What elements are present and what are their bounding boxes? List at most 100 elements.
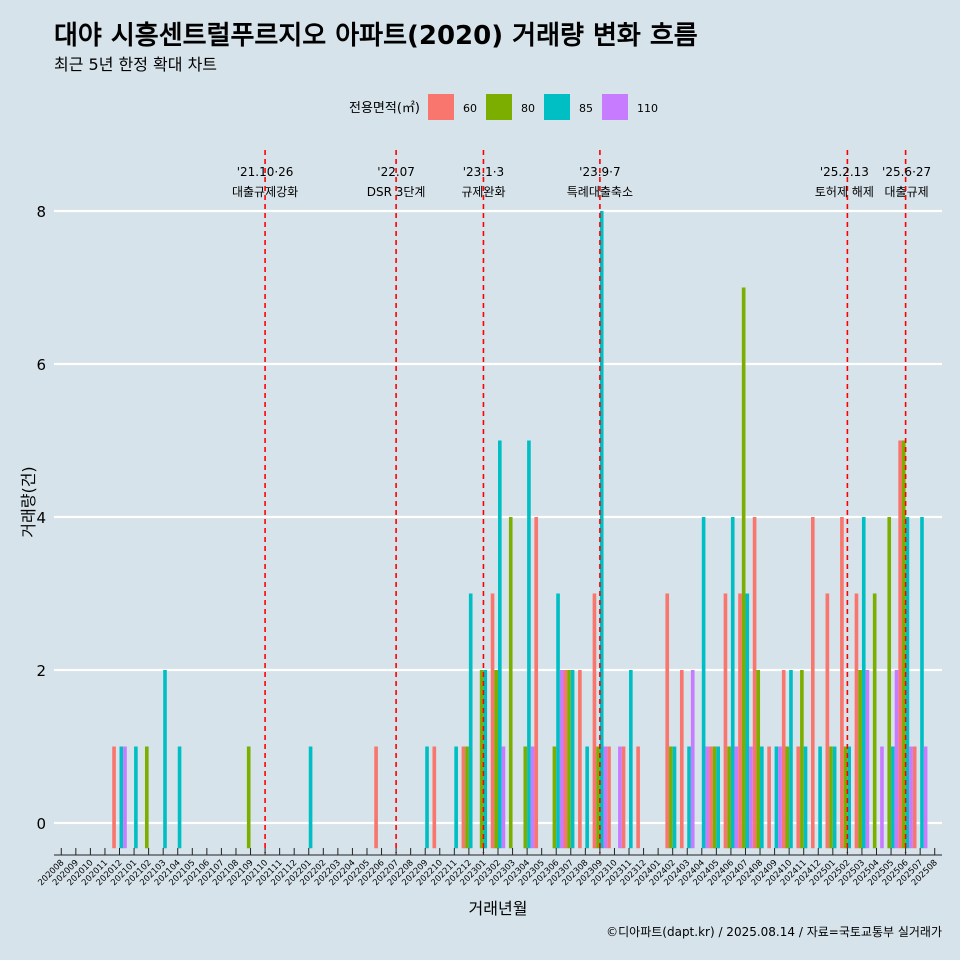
bar-80-202503 (858, 670, 862, 849)
bar-110-202503 (865, 670, 870, 849)
bar-85-202409 (774, 746, 779, 849)
event-date-label: '25.2.13 (820, 165, 869, 179)
bar-110-202507 (923, 746, 928, 849)
bar-85-202507 (920, 517, 924, 849)
y-tick-label: 2 (36, 662, 46, 680)
event-date-label: '25.6·27 (882, 165, 931, 179)
bar-60-202405 (709, 746, 713, 849)
bar-60-202506 (898, 440, 902, 849)
legend-label-110: 110 (637, 102, 658, 115)
event-date-label: '23.9·7 (579, 165, 620, 179)
event-date-label: '23.1·3 (463, 165, 504, 179)
bar-110-202310 (618, 746, 622, 849)
event-markers: '21.10·26 대출규제강화 '22.07 DSR 3단계 '23.1·3 규제완화 '… (232, 150, 931, 853)
event-name-label: 대출규제 (885, 185, 929, 199)
bar-85-202503 (861, 517, 866, 849)
bar-85-202405 (716, 746, 720, 849)
bar-80-202405 (712, 746, 717, 849)
bar-80-202501 (829, 746, 833, 849)
bar-80-202504 (872, 593, 877, 849)
bar-85-202308 (585, 746, 589, 849)
legend-key-85 (544, 94, 570, 120)
bar-110-202505 (894, 670, 899, 849)
caption: ©디아파트(dapt.kr) / 2025.08.14 / 자료=국토교통부 실… (606, 925, 942, 939)
bar-110-202012 (123, 746, 127, 849)
event-name-label: 규제완화 (461, 185, 505, 199)
event-name-label: DSR 3단계 (367, 185, 426, 199)
y-tick-label: 8 (36, 203, 46, 221)
bar-60-202305 (534, 517, 539, 849)
y-tick-label: 0 (36, 815, 46, 833)
bar-85-202501 (832, 746, 837, 849)
bar-60-202311 (621, 746, 626, 849)
bar-85-202502 (847, 746, 852, 849)
bar-80-202307 (567, 670, 571, 849)
bar-85-202304 (527, 440, 531, 849)
bar-110-202504 (880, 746, 884, 849)
bar-110-202304 (530, 746, 535, 849)
bar-85-202307 (570, 670, 575, 849)
bar-110-202409 (778, 746, 782, 849)
bar-85-202412 (818, 746, 822, 849)
x-axis-title: 거래년월 (469, 899, 528, 918)
bar-110-202406 (734, 746, 739, 849)
bar-60-202502 (840, 517, 844, 849)
event-name-label: 특례대출축소 (567, 185, 633, 199)
bar-80-202502 (843, 746, 848, 849)
bar-85-202402 (672, 746, 677, 849)
bar-110-202302 (501, 746, 506, 849)
legend-key-110 (602, 94, 628, 120)
bar-110-202403 (690, 670, 695, 849)
legend-label-85: 85 (579, 102, 593, 115)
bars (112, 211, 928, 849)
bar-85-202410 (789, 670, 793, 849)
bar-85-202103 (163, 670, 167, 849)
chart-title: 대야 시흥센트럴푸르지오 아파트(2020) 거래량 변화 흐름 (54, 21, 698, 51)
bar-60-202307 (563, 670, 568, 849)
bar-60-202212 (461, 746, 466, 849)
bar-85-202104 (177, 746, 182, 849)
bar-85-202311 (629, 670, 633, 849)
event-date-label: '21.10·26 (237, 165, 294, 179)
bar-85-202506 (905, 517, 910, 849)
bar-80-202212 (465, 746, 469, 849)
y-tick-label: 4 (36, 509, 46, 527)
legend-key-80 (486, 94, 512, 120)
bar-80-202109 (246, 746, 251, 849)
bar-60-202012 (112, 746, 116, 849)
bar-60-202408 (752, 517, 757, 849)
legend-label-60: 60 (463, 102, 477, 115)
bar-85-202302 (498, 440, 502, 849)
legend-title: 전용면적(㎡) (349, 101, 420, 116)
bar-60-202312 (636, 746, 640, 849)
event-name-label: 대출규제강화 (232, 185, 298, 199)
bar-85-202306 (556, 593, 560, 849)
bar-85-202505 (891, 746, 895, 849)
bar-80-202410 (785, 746, 790, 849)
bar-80-202506 (901, 440, 906, 849)
bar-85-202406 (730, 517, 735, 849)
bar-60-202412 (810, 517, 815, 849)
bar-80-202406 (727, 746, 731, 849)
bar-60-202309 (592, 593, 597, 849)
bar-85-202101 (134, 746, 138, 849)
bar-80-202411 (800, 670, 804, 849)
bar-80-202402 (669, 746, 673, 849)
bar-60-202308 (578, 670, 582, 849)
bar-80-202309 (596, 746, 600, 849)
bar-60-202310 (607, 746, 611, 849)
bar-80-202408 (756, 670, 761, 849)
legend-key-60 (428, 94, 454, 120)
event-name-label: 토허제 해제 (815, 185, 874, 199)
bar-60-202403 (679, 670, 684, 849)
bar-80-202102 (144, 746, 149, 849)
bar-85-202403 (687, 746, 691, 849)
bar-85-202211 (454, 746, 458, 849)
bar-85-202309 (599, 211, 604, 849)
bar-80-202407 (741, 287, 746, 849)
bar-85-202012 (119, 746, 124, 849)
bar-85-202209 (425, 746, 429, 849)
bar-110-202306 (559, 670, 564, 849)
bar-85-202201 (308, 746, 313, 849)
